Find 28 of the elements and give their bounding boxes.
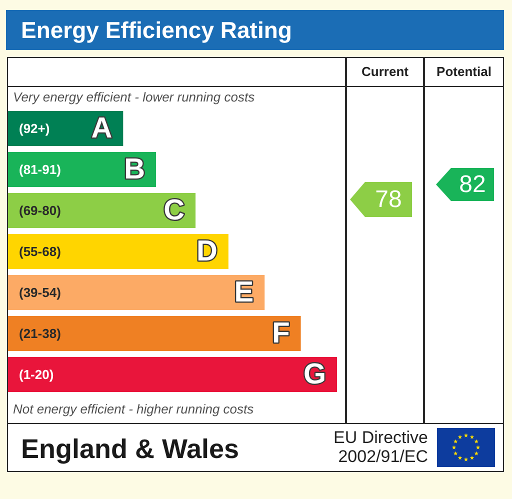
y-tick-label: (55-68) [19,244,61,260]
chart-title: Energy Efficiency Rating [6,10,504,50]
text: Current [360,63,410,81]
annotation: Not energy efficient - higher running costs [13,402,254,417]
bar [8,192,196,228]
annotation: G [303,358,326,390]
text: Potential [436,63,492,81]
bar [8,356,337,392]
y-tick-label: (39-54) [19,285,61,300]
y-tick-label: (69-80) [19,203,61,218]
annotation: F [272,318,290,350]
text: EU Directive 2002/91/EC [332,428,428,466]
y-tick-label: (81-91) [19,162,61,178]
y-tick-label: (21-38) [19,326,61,342]
annotation: A [91,112,112,144]
annotation: B [124,154,146,186]
y-tick-label: (92+) [19,121,50,136]
annotation: C [164,194,185,226]
bar [8,234,228,270]
text: 78 [374,185,403,215]
text: 82 [458,170,487,200]
bar [8,274,265,310]
text: England & Wales [21,434,240,464]
annotation: E [234,276,254,308]
bar [8,316,301,352]
annotation: D [196,236,218,268]
text: Very energy efficient - lower running costs [13,90,256,105]
y-tick-label: (1-20) [19,367,54,382]
